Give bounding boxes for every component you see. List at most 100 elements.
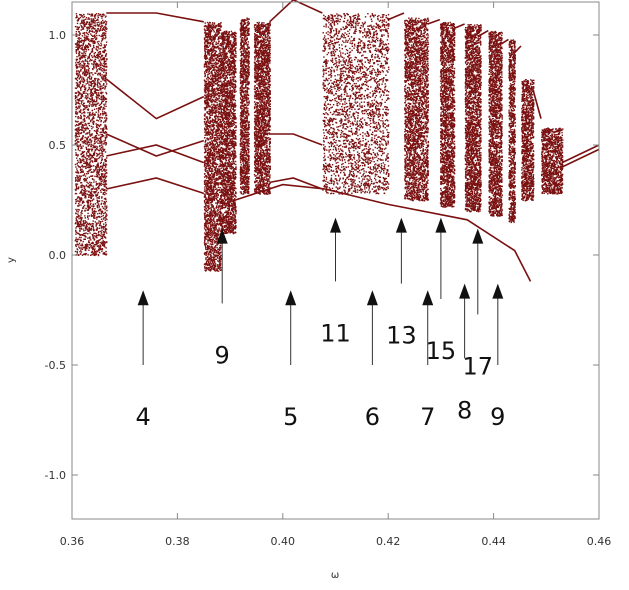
scatter-point: [218, 120, 219, 121]
scatter-point: [216, 143, 217, 144]
scatter-point: [206, 146, 207, 147]
scatter-point: [101, 141, 102, 142]
scatter-point: [205, 229, 206, 230]
scatter-point: [91, 85, 92, 86]
scatter-point: [216, 173, 217, 174]
scatter-point: [86, 137, 87, 138]
scatter-point: [104, 174, 105, 175]
scatter-point: [91, 252, 92, 253]
scatter-point: [96, 218, 97, 219]
scatter-point: [101, 249, 102, 250]
scatter-point: [78, 187, 79, 188]
scatter-point: [75, 193, 76, 194]
scatter-point: [106, 75, 107, 76]
scatter-point: [91, 119, 92, 120]
scatter-point: [95, 236, 96, 237]
scatter-point: [207, 99, 208, 100]
scatter-point: [92, 69, 93, 70]
scatter-point: [105, 112, 106, 113]
scatter-point: [93, 179, 94, 180]
scatter-point: [85, 128, 86, 129]
scatter-point: [92, 248, 93, 249]
scatter-point: [105, 138, 106, 139]
scatter-point: [97, 97, 98, 98]
scatter-point: [217, 249, 218, 250]
scatter-point: [210, 185, 211, 186]
scatter-point: [100, 28, 101, 29]
scatter-point: [80, 81, 81, 82]
scatter-point: [211, 146, 212, 147]
scatter-point: [91, 94, 92, 95]
scatter-point: [85, 217, 86, 218]
scatter-point: [79, 197, 80, 198]
scatter-point: [97, 54, 98, 55]
scatter-point: [209, 160, 210, 161]
scatter-point: [99, 118, 100, 119]
scatter-point: [81, 67, 82, 68]
scatter-point: [219, 129, 220, 130]
scatter-point: [92, 145, 93, 146]
scatter-point: [98, 124, 99, 125]
scatter-point: [104, 62, 105, 63]
scatter-point: [98, 204, 99, 205]
scatter-point: [83, 154, 84, 155]
scatter-point: [212, 142, 213, 143]
scatter-point: [106, 58, 107, 59]
scatter-point: [207, 90, 208, 91]
scatter-point: [101, 150, 102, 151]
scatter-point: [96, 33, 97, 34]
scatter-point: [93, 82, 94, 83]
scatter-point: [93, 165, 94, 166]
scatter-point: [215, 62, 216, 63]
scatter-point: [89, 159, 90, 160]
scatter-point: [95, 137, 96, 138]
scatter-point: [96, 254, 97, 255]
scatter-point: [77, 233, 78, 234]
scatter-point: [84, 188, 85, 189]
scatter-point: [86, 226, 87, 227]
scatter-point: [83, 142, 84, 143]
scatter-point: [204, 48, 205, 49]
scatter-point: [100, 132, 101, 133]
scatter-point: [211, 225, 212, 226]
scatter-point: [86, 143, 87, 144]
scatter-point: [101, 233, 102, 234]
scatter-point: [76, 187, 77, 188]
scatter-point: [208, 174, 209, 175]
scatter-point: [105, 222, 106, 223]
scatter-point: [87, 63, 88, 64]
scatter-point: [87, 36, 88, 37]
scatter-point: [97, 154, 98, 155]
scatter-point: [216, 25, 217, 26]
scatter-point: [103, 47, 104, 48]
scatter-point: [92, 236, 93, 237]
scatter-point: [206, 187, 207, 188]
scatter-point: [213, 179, 214, 180]
scatter-point: [78, 203, 79, 204]
scatter-point: [79, 177, 80, 178]
scatter-point: [214, 182, 215, 183]
scatter-point: [220, 182, 221, 183]
scatter-point: [92, 88, 93, 89]
scatter-point: [216, 42, 217, 43]
scatter-point: [204, 173, 205, 174]
scatter-point: [212, 265, 213, 266]
scatter-point: [95, 252, 96, 253]
scatter-point: [95, 244, 96, 245]
scatter-point: [218, 220, 219, 221]
scatter-point: [103, 213, 104, 214]
scatter-point: [87, 194, 88, 195]
scatter-point: [81, 147, 82, 148]
scatter-point: [91, 23, 92, 24]
scatter-point: [211, 250, 212, 251]
scatter-point: [90, 244, 91, 245]
scatter-point: [206, 208, 207, 209]
scatter-point: [84, 194, 85, 195]
scatter-point: [102, 79, 103, 80]
scatter-point: [76, 59, 77, 60]
scatter-point: [101, 96, 102, 97]
scatter-point: [96, 67, 97, 68]
scatter-point: [218, 71, 219, 72]
scatter-point: [221, 258, 222, 259]
scatter-point: [98, 192, 99, 193]
